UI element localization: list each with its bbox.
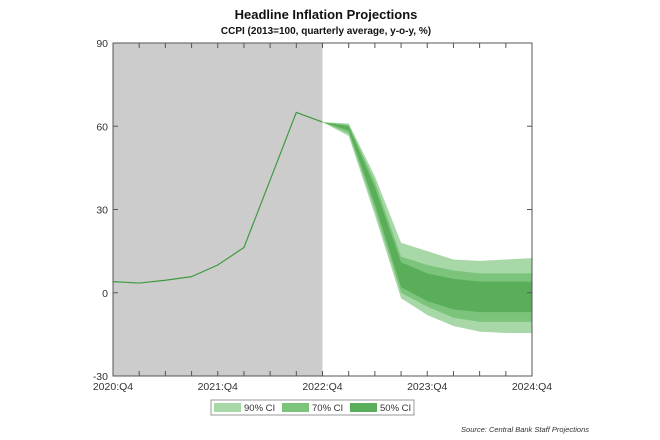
x-tick-label: 2020:Q4 — [93, 381, 133, 393]
source-note: Source: Central Bank Staff Projections — [461, 425, 589, 434]
history-shade — [113, 43, 323, 376]
legend-label-90: 90% CI — [244, 403, 275, 414]
y-tick-label: 0 — [102, 288, 108, 300]
legend-label-50: 50% CI — [380, 403, 411, 414]
y-tick-label: 30 — [96, 205, 108, 217]
x-tick-label: 2024:Q4 — [512, 381, 552, 393]
legend-label-70: 70% CI — [312, 403, 343, 414]
legend: 90% CI 70% CI 50% CI — [210, 399, 415, 416]
legend-swatch-50 — [350, 403, 377, 412]
y-tick-label: -30 — [93, 371, 108, 383]
y-tick-label: 90 — [96, 38, 108, 50]
x-tick-label: 2022:Q4 — [302, 381, 342, 393]
y-tick-label: 60 — [96, 121, 108, 133]
x-tick-label: 2023:Q4 — [407, 381, 447, 393]
legend-swatch-70 — [282, 403, 309, 412]
chart-subtitle: CCPI (2013=100, quarterly average, y-o-y… — [221, 26, 431, 37]
fan-band-50 — [322, 122, 532, 313]
actual-line — [112, 111, 323, 284]
x-tick-label: 2021:Q4 — [198, 381, 238, 393]
legend-swatch-90 — [214, 403, 241, 412]
chart-title: Headline Inflation Projections — [235, 7, 418, 22]
